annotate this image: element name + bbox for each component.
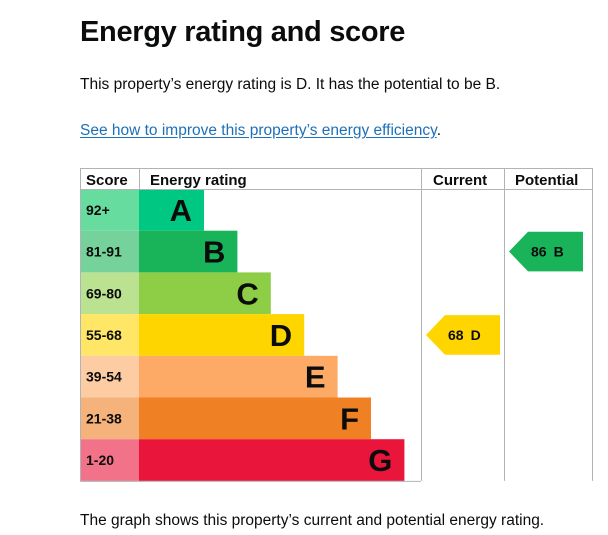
link-suffix: . (436, 122, 441, 139)
rating-summary: This property’s energy rating is D. It h… (80, 76, 501, 93)
score-range-c: 69-80 (86, 285, 122, 301)
current-rating-arrow (426, 315, 500, 355)
score-cell-f (80, 397, 139, 440)
score-cell-b (80, 230, 139, 273)
score-range-d: 55-68 (86, 327, 122, 343)
rating-letter-e: E (305, 360, 326, 395)
epc-chart: Score Energy rating Current Potential 92… (80, 168, 593, 482)
column-header-current: Current (433, 172, 487, 189)
column-header-potential: Potential (515, 172, 578, 189)
potential-rating-arrow (509, 231, 583, 272)
page-title: Energy rating and score (80, 16, 406, 48)
chart-caption: The graph shows this property’s current … (80, 512, 545, 529)
column-header-rating: Energy rating (150, 172, 247, 189)
score-range-f: 21-38 (86, 410, 122, 426)
rating-letter-a: A (170, 193, 192, 228)
rating-bar-d (139, 314, 305, 356)
potential-rating-label: 86 B (531, 244, 564, 260)
rating-letter-f: F (340, 401, 359, 436)
rating-bar-g (139, 439, 405, 481)
rating-bar-c (139, 272, 271, 315)
score-range-a: 92+ (86, 202, 110, 218)
rating-bar-e (139, 355, 338, 398)
rating-letter-d: D (270, 318, 292, 353)
score-range-g: 1-20 (86, 452, 114, 468)
score-cell-c (80, 272, 139, 315)
current-rating-label: 68 D (448, 327, 481, 343)
score-cell-a (80, 189, 139, 231)
rating-letter-g: G (368, 443, 392, 478)
score-range-e: 39-54 (86, 369, 122, 385)
score-cell-e (80, 355, 139, 398)
score-cell-d (80, 314, 139, 356)
rating-bar-f (139, 397, 371, 440)
improve-efficiency-link[interactable]: See how to improve this property’s energ… (80, 122, 437, 139)
column-header-score: Score (86, 172, 128, 189)
score-cell-g (80, 439, 139, 481)
rating-bar-b (139, 230, 238, 273)
improve-link-line: See how to improve this property’s energ… (80, 122, 441, 140)
score-range-b: 81-91 (86, 244, 122, 260)
rating-letter-b: B (203, 235, 225, 270)
rating-letter-c: C (236, 276, 258, 311)
rating-bar-a (139, 189, 204, 231)
